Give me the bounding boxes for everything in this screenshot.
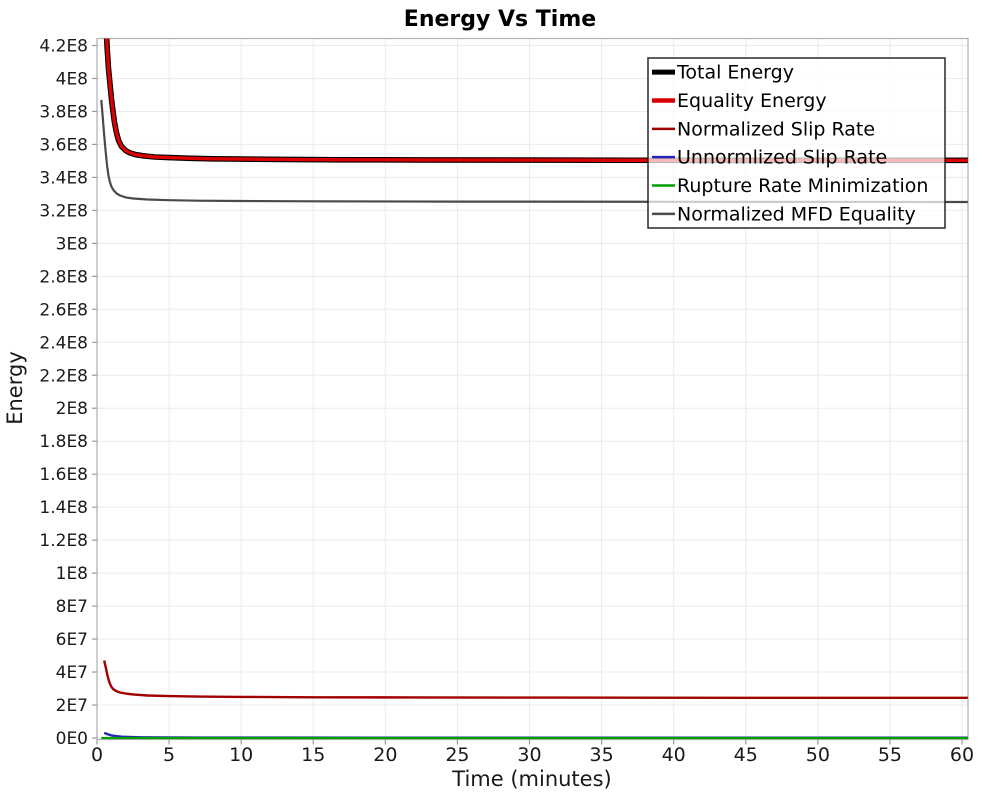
plot-border bbox=[96, 37, 969, 741]
series-layer bbox=[100, 38, 968, 740]
y-tick-label: 2.4E8 bbox=[39, 333, 88, 353]
axis-layer: 0E0 2E7 4E7 6E7 8E7 1E8 1.2E8 1.4E8 1.6E8 1.8E8 2E… bbox=[39, 37, 974, 767]
x-tick-label: 25 bbox=[445, 744, 469, 766]
y-tick-label: 6E7 bbox=[56, 630, 88, 650]
y-tick-label: 1.2E8 bbox=[39, 531, 88, 551]
chart-title: Energy Vs Time bbox=[404, 7, 596, 32]
legend-item-label: Normalized MFD Equality bbox=[677, 203, 916, 225]
legend-item: Rupture Rate Minimization bbox=[652, 175, 928, 197]
legend-item: Total Energy bbox=[652, 62, 794, 84]
x-tick-label: 0 bbox=[91, 744, 103, 766]
x-tick-label: 15 bbox=[301, 744, 325, 766]
y-tick-label: 1.4E8 bbox=[39, 498, 88, 518]
legend-item-label: Unnormlized Slip Rate bbox=[677, 147, 887, 169]
y-tick-label: 2.8E8 bbox=[39, 267, 88, 287]
y-tick-label: 3E8 bbox=[56, 234, 88, 254]
y-tick-label: 8E7 bbox=[56, 597, 88, 617]
x-tick-label: 45 bbox=[734, 744, 758, 766]
legend-box bbox=[647, 57, 946, 229]
y-tick-label: 3.8E8 bbox=[39, 102, 88, 122]
y-tick-label: 2.6E8 bbox=[39, 300, 88, 320]
series-line-normalized-mfd-equality bbox=[100, 99, 968, 204]
y-tick-label: 4E7 bbox=[56, 663, 88, 683]
x-tick-label: 30 bbox=[517, 744, 541, 766]
series-line-equality-energy bbox=[104, 38, 968, 162]
y-tick-label: 3.4E8 bbox=[39, 168, 88, 188]
legend-item-label: Equality Energy bbox=[677, 90, 827, 112]
x-tick-label: 50 bbox=[806, 744, 830, 766]
x-tick-label: 5 bbox=[163, 744, 175, 766]
y-tick-label: 4.2E8 bbox=[39, 37, 88, 57]
legend-item: Unnormlized Slip Rate bbox=[652, 147, 887, 169]
y-tick-label: 0E0 bbox=[56, 729, 88, 749]
x-axis-title: Time (minutes) bbox=[451, 767, 611, 791]
y-tick-label: 2E7 bbox=[56, 696, 88, 716]
x-tick-label: 20 bbox=[373, 744, 397, 766]
y-tick-label: 1.8E8 bbox=[39, 432, 88, 452]
y-tick-label: 3.2E8 bbox=[39, 201, 88, 221]
legend-layer: Total Energy Equality Energy Normalized Sl… bbox=[647, 57, 946, 229]
legend-item-label: Normalized Slip Rate bbox=[677, 118, 875, 140]
legend-item: Normalized Slip Rate bbox=[652, 118, 875, 140]
y-tick-label: 2E8 bbox=[56, 399, 88, 419]
series-line-normalized-slip-rate bbox=[103, 660, 968, 699]
x-tick-label: 10 bbox=[229, 744, 253, 766]
y-tick-label: 2.2E8 bbox=[39, 366, 88, 386]
legend-item: Normalized MFD Equality bbox=[652, 203, 916, 225]
legend-item-label: Rupture Rate Minimization bbox=[677, 175, 928, 197]
x-tick-label: 35 bbox=[589, 744, 613, 766]
y-axis-title: Energy bbox=[3, 351, 27, 425]
y-tick-label: 1.6E8 bbox=[39, 465, 88, 485]
legend-item: Equality Energy bbox=[652, 90, 827, 112]
x-tick-label: 40 bbox=[662, 744, 686, 766]
x-tick-label: 60 bbox=[950, 744, 974, 766]
x-tick-label: 55 bbox=[878, 744, 902, 766]
legend-item-label: Total Energy bbox=[676, 62, 794, 84]
y-tick-label: 3.6E8 bbox=[39, 135, 88, 155]
y-tick-label: 4E8 bbox=[56, 69, 88, 89]
y-tick-label: 1E8 bbox=[56, 564, 88, 584]
